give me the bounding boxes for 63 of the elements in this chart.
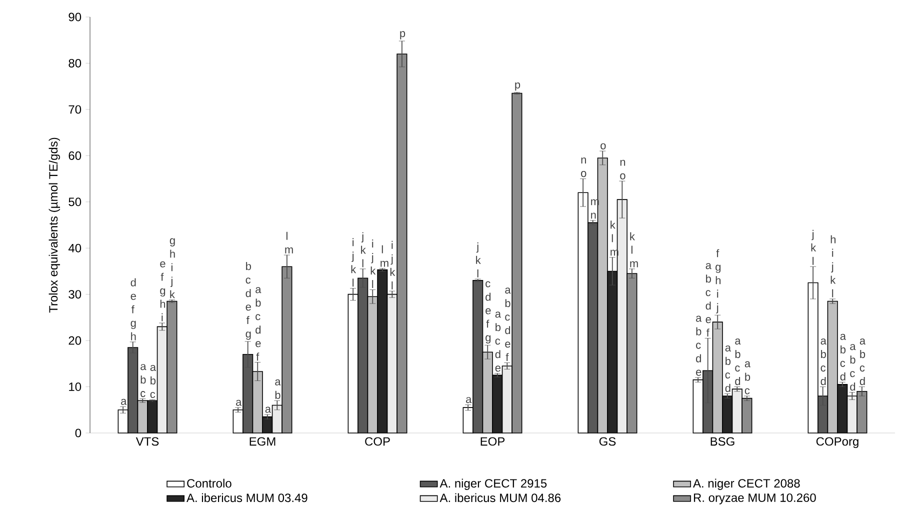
legend-label: A. ibericus MUM 04.86 <box>440 493 561 502</box>
annotation: n o <box>581 158 586 178</box>
annotation: a b c d e <box>696 316 702 376</box>
annotation: l m <box>380 245 388 267</box>
x-tick-label: EGM <box>250 437 276 446</box>
annotation: a b c d e <box>495 312 502 372</box>
x-tick-label: COPorg <box>816 437 858 448</box>
legend-label: R. oryzae MUM 10.260 <box>694 493 816 504</box>
annotation: l m <box>285 232 293 254</box>
annotation: g h i j k <box>170 238 175 298</box>
annotation: a b c d <box>725 345 731 392</box>
annotation: p <box>400 31 406 40</box>
y-tick-label: 50 <box>68 198 82 206</box>
annotation: o <box>600 143 606 150</box>
annotation: a <box>466 397 472 404</box>
annotation: c d e f g <box>486 281 491 344</box>
x-tick-label: BSG <box>710 437 734 446</box>
annotation: a b c d e f <box>505 288 511 362</box>
annotation: j k l <box>476 242 481 278</box>
annotation: d e f g h <box>130 278 136 340</box>
annotation: i j k l <box>390 240 396 290</box>
y-tick-label: 70 <box>68 105 82 114</box>
y-tick-label: 60 <box>68 151 82 160</box>
annotation: b c d e f g <box>246 262 251 340</box>
annotation: j k l <box>811 230 816 265</box>
x-tick-label: EOP <box>480 437 505 446</box>
y-tick-label: 20 <box>68 336 82 345</box>
annotation: h i j k l <box>830 235 836 298</box>
annotation: a b c <box>150 364 156 398</box>
y-tick-label: 30 <box>68 290 82 299</box>
annotation: n o <box>620 160 626 180</box>
annotation: a b c d <box>850 344 856 391</box>
x-tick-label: GS <box>599 437 616 446</box>
annotation: a b c d <box>735 338 741 386</box>
legend-label: A. ibericus MUM 03.49 <box>186 493 308 502</box>
annotation: p <box>515 82 520 91</box>
y-tick-label: 80 <box>68 58 82 68</box>
y-tick-label: 90 <box>68 12 82 22</box>
x-tick-label: COP <box>365 437 390 446</box>
annotation: a b c d <box>860 338 866 386</box>
annotation: a b c d <box>840 334 846 380</box>
annotation: i j k l <box>351 238 356 287</box>
annotation: a b c <box>744 361 751 394</box>
x-tick-label: VTS <box>136 437 159 446</box>
annotation: a <box>265 406 272 413</box>
annotation: a b c d e f <box>256 287 262 361</box>
annotation: i j k l <box>370 240 376 288</box>
y-axis-title: Trolox equivalents (µmol TE/gds) <box>48 138 60 313</box>
annotation: k l m <box>630 232 638 268</box>
y-tick-label: 10 <box>69 382 82 392</box>
annotation: a b c d <box>820 338 826 386</box>
annotation: e f g h i <box>160 261 166 322</box>
annotation: a b <box>275 379 281 399</box>
annotation: a <box>121 398 127 405</box>
annotation: j k l <box>361 232 366 268</box>
annotation: a b c <box>140 364 146 398</box>
y-tick-label: 40 <box>68 244 82 252</box>
legend-label: Controlo <box>187 478 232 488</box>
annotation: a b c d e f <box>706 263 712 337</box>
legend-label: A. niger CECT 2915 <box>440 478 547 490</box>
y-tick-label: 0 <box>75 428 82 438</box>
legend-label: A. niger CECT 2088 <box>693 478 800 490</box>
annotation: a <box>236 400 242 406</box>
